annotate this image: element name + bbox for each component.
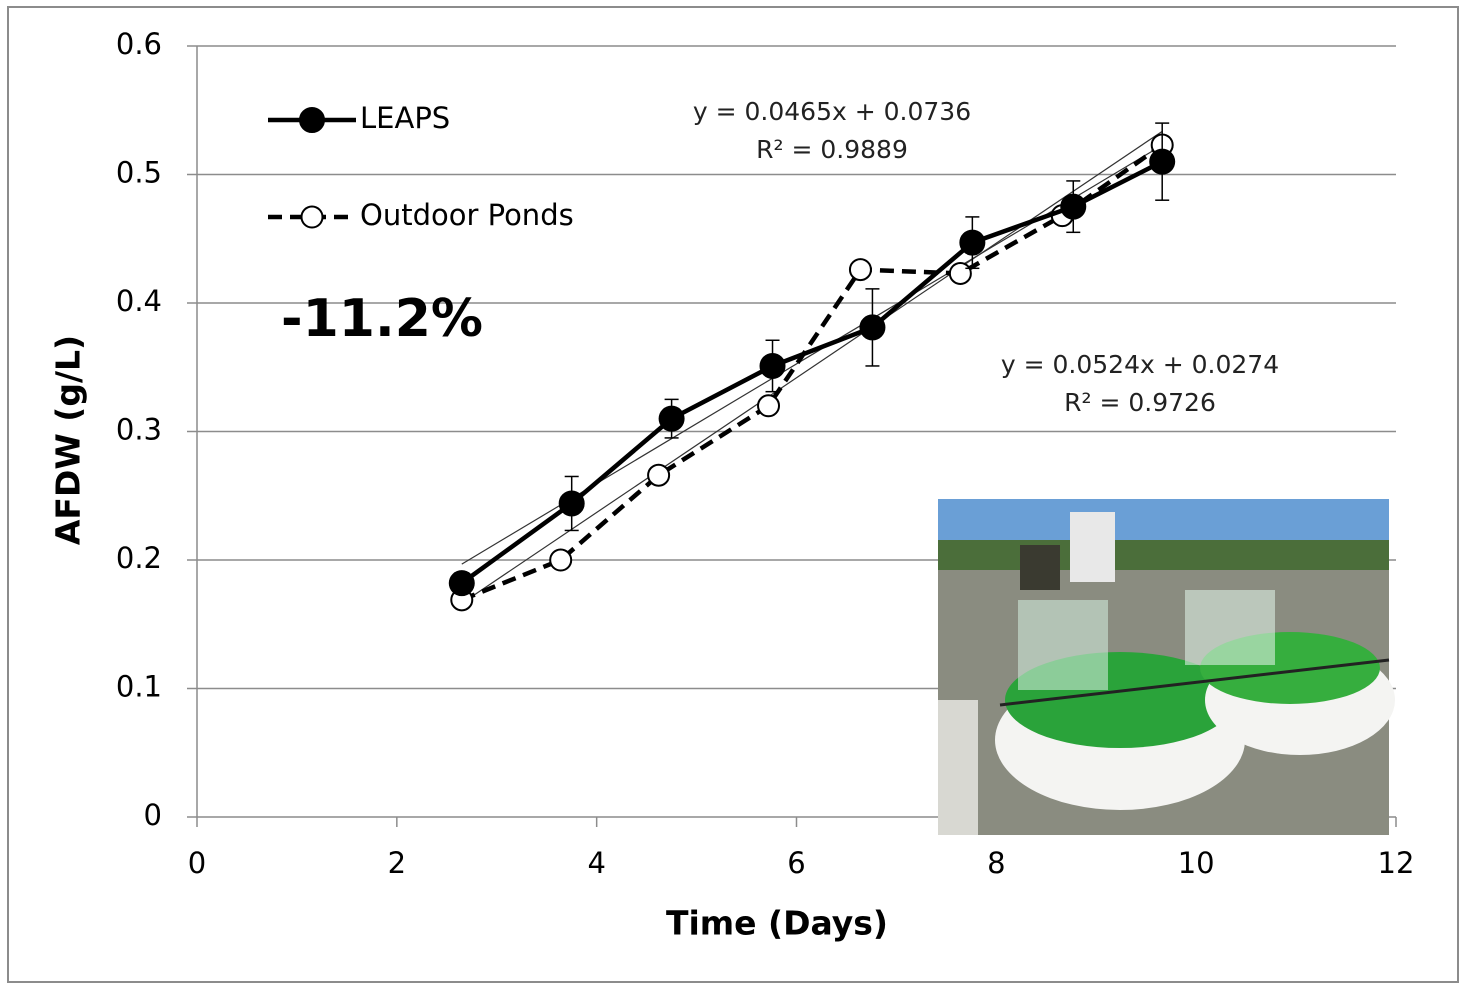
data-point — [859, 314, 886, 341]
trendline-equation: y = 0.0524x + 0.0274 — [1001, 350, 1279, 379]
y-tick-label: 0.5 — [116, 156, 162, 190]
data-point — [1060, 193, 1087, 220]
data-point — [558, 490, 585, 517]
data-point — [448, 570, 475, 597]
trendline-equation: y = 0.0465x + 0.0736 — [693, 97, 971, 126]
trendline-r2: R² = 0.9889 — [756, 135, 908, 164]
trendline — [461, 130, 1163, 604]
x-tick-label: 12 — [1378, 846, 1415, 880]
series-line — [460, 159, 1164, 585]
data-point — [757, 394, 781, 418]
x-tick-label: 0 — [188, 846, 206, 880]
data-point — [549, 548, 573, 572]
data-point — [959, 229, 986, 256]
annotation: -11.2% — [281, 289, 483, 349]
data-point — [759, 352, 786, 379]
legend-label: Outdoor Ponds — [360, 198, 574, 232]
legend-marker — [300, 205, 324, 229]
x-tick-label: 4 — [587, 846, 605, 880]
y-axis-title: AFDW (g/L) — [49, 335, 88, 545]
legend-label: LEAPS — [360, 101, 450, 135]
photo — [938, 499, 1395, 835]
y-tick-label: 0.1 — [116, 670, 162, 704]
y-tick-label: 0 — [144, 798, 162, 832]
x-axis-title: Time (Days) — [666, 904, 888, 943]
data-point — [647, 463, 671, 487]
plot-area: 0 0.1 0.2 0.3 0.4 0.5 0.6 0 2 4 6 8 10 12 y = 0.0465x … — [116, 27, 1415, 880]
y-tick-label: 0.3 — [116, 413, 162, 447]
legend-marker — [299, 107, 325, 133]
x-tick-label: 10 — [1178, 846, 1215, 880]
y-tick-label: 0.6 — [116, 27, 162, 61]
series-line — [460, 143, 1164, 602]
chart-border — [7, 6, 1459, 983]
trendline-r2: R² = 0.9726 — [1064, 388, 1216, 417]
data-point — [948, 261, 972, 285]
y-tick-label: 0.4 — [116, 284, 162, 318]
data-point — [848, 258, 872, 282]
x-tick-label: 8 — [987, 846, 1005, 880]
x-tick-label: 2 — [388, 846, 406, 880]
y-tick-label: 0.2 — [116, 541, 162, 575]
data-point — [658, 405, 685, 432]
data-point — [1149, 148, 1176, 175]
x-tick-label: 6 — [787, 846, 805, 880]
